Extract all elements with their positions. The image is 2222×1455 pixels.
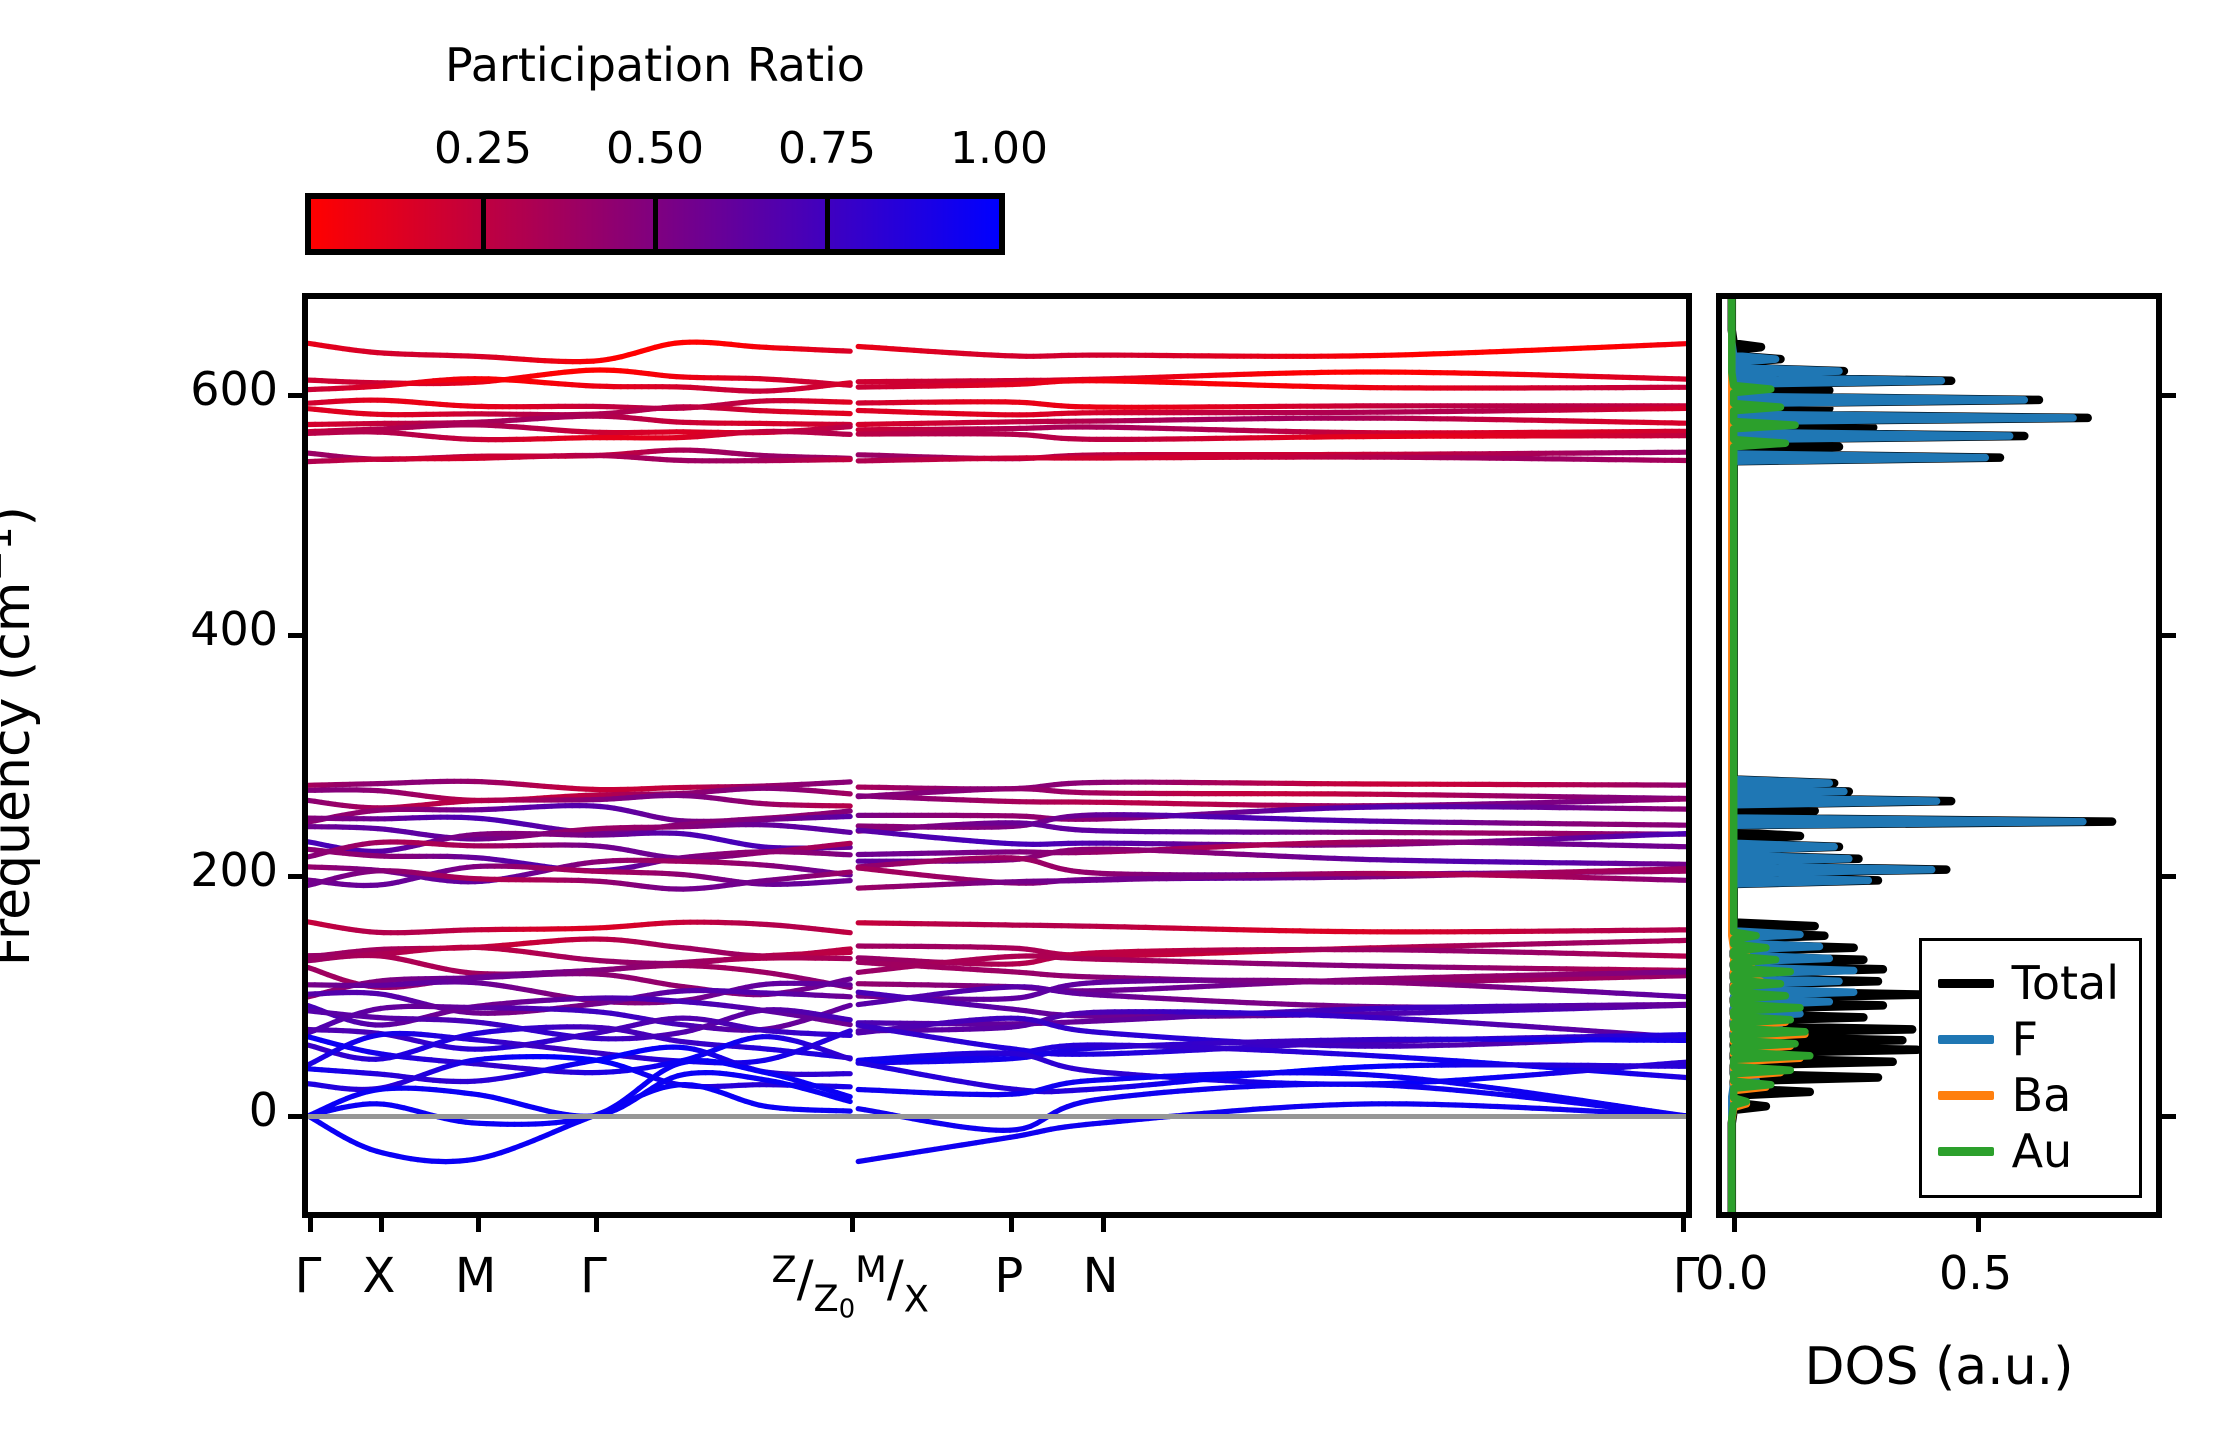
dos-x-axis-title: DOS (a.u.) bbox=[1804, 1337, 2074, 1397]
dos-axes: Total F Ba Au bbox=[1716, 293, 2176, 1232]
zero-frequency-line bbox=[308, 1113, 1686, 1119]
x-tick-label-1: X bbox=[362, 1248, 396, 1304]
legend-label-total: Total bbox=[2011, 956, 2119, 1010]
colorbar-tick-label-3: 1.00 bbox=[950, 123, 1048, 174]
legend-item-au: Au bbox=[1937, 1123, 2119, 1179]
colorbar-tick-0 bbox=[481, 199, 486, 249]
dos-curves bbox=[1727, 299, 2117, 1212]
dos-x-tick-label-0: 0.0 bbox=[1695, 1246, 1769, 1300]
x-tick-0 bbox=[308, 1212, 313, 1232]
colorbar-tick-1 bbox=[653, 199, 658, 249]
legend-swatch-ba bbox=[1937, 1090, 1994, 1100]
band-structure-plot-area bbox=[308, 299, 1686, 1212]
band-y-axis-labels: 0 200 400 600 bbox=[0, 293, 300, 1218]
dos-x-tick-label-1: 0.5 bbox=[1938, 1246, 2013, 1300]
x-tick-label-2: M bbox=[454, 1248, 497, 1304]
colorbar-gradient-bar bbox=[305, 193, 1005, 255]
colorbar-tick-label-1: 0.50 bbox=[606, 123, 704, 174]
legend-item-ba: Ba bbox=[1937, 1067, 2119, 1123]
legend-label-au: Au bbox=[2011, 1124, 2073, 1178]
dos-y-tick-3 bbox=[2156, 393, 2176, 399]
x-tick-5 bbox=[1008, 1212, 1014, 1232]
x-tick-label-6: N bbox=[1082, 1248, 1119, 1304]
y-axis-title-exponent: −1 bbox=[0, 526, 20, 582]
colorbar-tick-2 bbox=[825, 199, 830, 249]
x-tick-label-4: Z/Z0M/X bbox=[771, 1250, 929, 1330]
y-tick-1 bbox=[288, 873, 308, 879]
legend-item-f: F bbox=[1937, 1011, 2119, 1067]
legend-swatch-au bbox=[1937, 1146, 1994, 1156]
x-tick-3 bbox=[593, 1212, 599, 1232]
legend-swatch-total bbox=[1937, 978, 1994, 988]
x-tick-4 bbox=[850, 1212, 856, 1232]
participation-ratio-colorbar: Participation Ratio 0.25 0.50 0.75 1.00 bbox=[305, 40, 1048, 255]
legend-label-ba: Ba bbox=[2011, 1068, 2072, 1122]
y-axis-title-suffix: ) bbox=[0, 506, 42, 526]
colorbar-gradient-fill bbox=[311, 199, 999, 249]
dos-x-tick-0 bbox=[1731, 1212, 1737, 1232]
y-tick-2 bbox=[288, 633, 308, 639]
band-x-axis-labels: Γ X M Γ Z/Z0M/X P N Γ bbox=[295, 1222, 1700, 1392]
dos-x-axis-labels: 0.0 0.5 bbox=[1695, 1222, 2162, 1392]
x-tick-label-7: Γ bbox=[1672, 1248, 1700, 1304]
x-tick-label-0: Γ bbox=[294, 1248, 322, 1304]
x-tick-2 bbox=[475, 1212, 481, 1232]
x-tick-fraction-2: M/X bbox=[855, 1248, 929, 1321]
colorbar-tick-label-2: 0.75 bbox=[778, 123, 876, 174]
dos-legend: Total F Ba Au bbox=[1918, 938, 2142, 1198]
y-tick-3 bbox=[288, 393, 308, 399]
y-axis-title-prefix: Frequency (cm bbox=[0, 581, 43, 967]
x-tick-label-3: Γ bbox=[580, 1248, 607, 1304]
x-tick-fraction-1: Z/Z0 bbox=[771, 1248, 856, 1325]
dos-y-tick-2 bbox=[2156, 633, 2176, 639]
dos-y-tick-0 bbox=[2156, 1113, 2176, 1119]
dos-plot-area bbox=[1722, 299, 2156, 1212]
x-tick-6 bbox=[1100, 1212, 1106, 1232]
band-structure-axes bbox=[288, 293, 1692, 1232]
y-tick-label-2: 400 bbox=[190, 602, 278, 657]
dos-x-tick-1 bbox=[1975, 1212, 1981, 1232]
colorbar-title: Participation Ratio bbox=[445, 38, 865, 92]
x-tick-label-5: P bbox=[994, 1248, 1024, 1304]
x-tick-1 bbox=[378, 1212, 384, 1232]
legend-item-total: Total bbox=[1937, 955, 2119, 1011]
colorbar-tick-label-0: 0.25 bbox=[434, 123, 532, 174]
legend-label-f: F bbox=[2011, 1012, 2039, 1066]
band-y-axis-title: Frequency (cm−1) bbox=[0, 36, 43, 1436]
y-tick-label-3: 600 bbox=[190, 362, 278, 417]
band-structure-curves bbox=[308, 339, 1686, 1165]
legend-swatch-f bbox=[1937, 1034, 1994, 1044]
dos-y-tick-1 bbox=[2156, 873, 2176, 879]
y-tick-label-0: 0 bbox=[248, 1082, 278, 1137]
y-tick-label-1: 200 bbox=[190, 842, 278, 897]
y-tick-0 bbox=[288, 1113, 308, 1119]
x-tick-7 bbox=[1681, 1212, 1686, 1232]
